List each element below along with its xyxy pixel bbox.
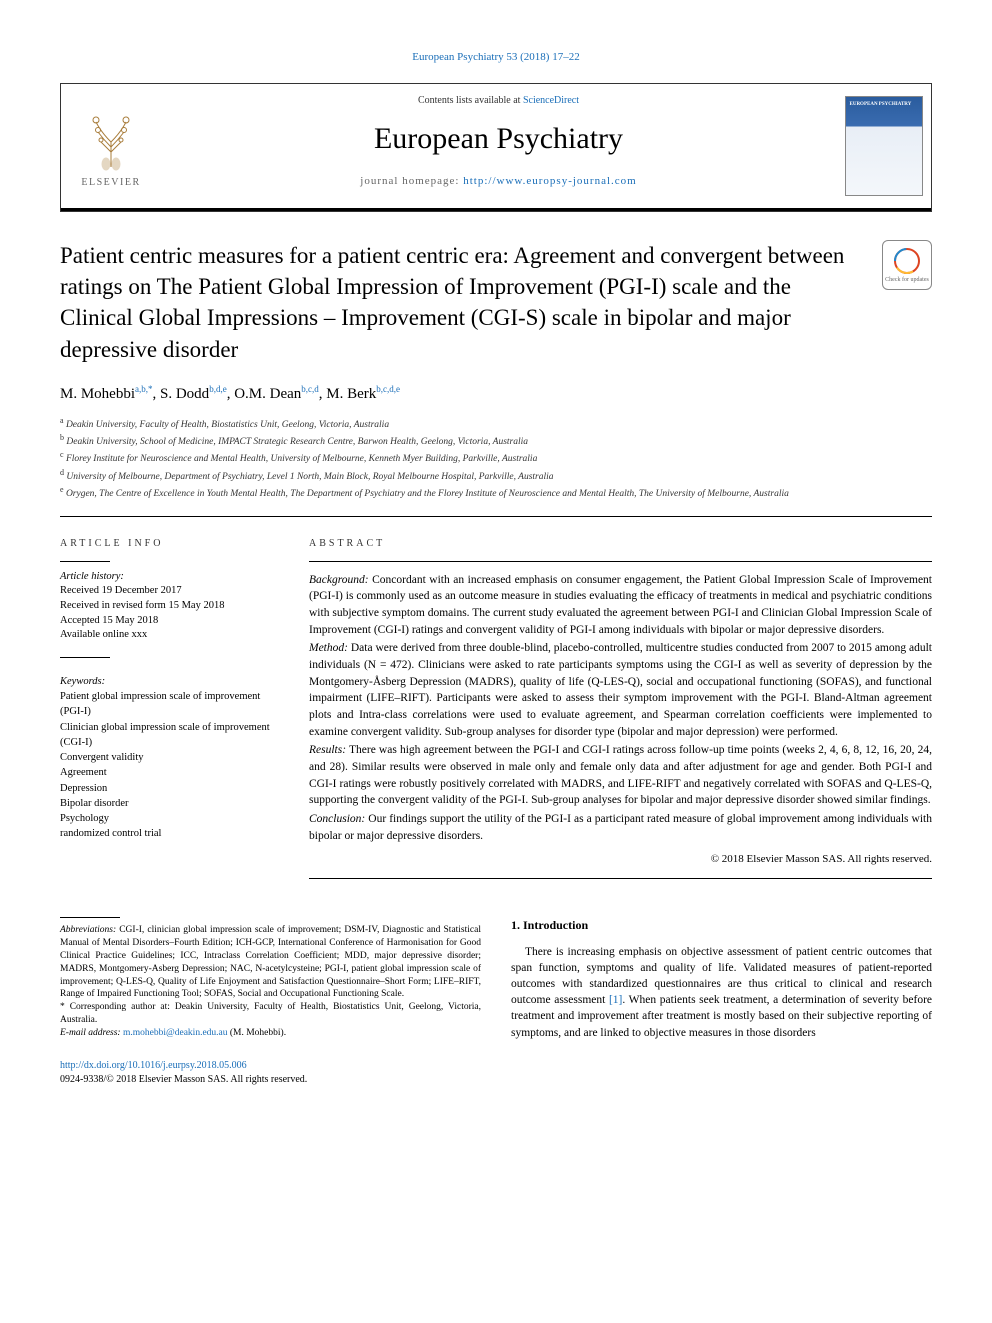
affiliation-a: Deakin University, Faculty of Health, Bi… — [66, 420, 389, 430]
footnotes: Abbreviations: CGI-I, clinician global i… — [60, 924, 481, 1039]
abbrev-text: CGI-I, clinician global impression scale… — [60, 925, 481, 999]
affiliation-d: University of Melbourne, Department of P… — [66, 472, 553, 482]
abstract-label: ABSTRACT — [309, 537, 932, 551]
affiliation-e: Orygen, The Centre of Excellence in Yout… — [66, 489, 789, 499]
keyword: Bipolar disorder — [60, 796, 275, 811]
homepage-prefix: journal homepage: — [360, 175, 463, 187]
corresponding-author: * Corresponding author at: Deakin Univer… — [60, 1001, 481, 1027]
section-title: Introduction — [520, 918, 588, 932]
journal-name: European Psychiatry — [161, 118, 836, 160]
author-4-affil: b,c,d,e — [376, 384, 400, 394]
abstract-method: Data were derived from three double-blin… — [309, 642, 932, 737]
author-3: O.M. Dean — [234, 386, 301, 402]
elsevier-tree-icon — [76, 102, 146, 172]
elsevier-logo: ELSEVIER — [61, 84, 161, 208]
crossmark-icon — [893, 247, 921, 275]
abstract-conclusion: Our findings support the utility of the … — [309, 813, 932, 842]
elsevier-label: ELSEVIER — [81, 176, 140, 190]
article-history: Article history: Received 19 December 20… — [60, 570, 275, 643]
revised-date: Received in revised form 15 May 2018 — [60, 599, 275, 614]
crossmark-badge[interactable]: Check for updates — [882, 240, 932, 290]
ref-link-1[interactable]: [1] — [609, 994, 622, 1006]
author-1: M. Mohebbi — [60, 386, 135, 402]
section-heading: 1. Introduction — [511, 917, 932, 934]
abstract-copyright: © 2018 Elsevier Masson SAS. All rights r… — [309, 852, 932, 868]
page-footer: http://dx.doi.org/10.1016/j.eurpsy.2018.… — [60, 1059, 932, 1087]
article-info-label: ARTICLE INFO — [60, 537, 275, 551]
abstract-background-head: Background: — [309, 574, 369, 586]
keyword: Patient global impression scale of impro… — [60, 689, 275, 719]
keyword: Agreement — [60, 765, 275, 780]
journal-homepage: journal homepage: http://www.europsy-jou… — [161, 174, 836, 189]
issn-copyright: 0924-9338/© 2018 Elsevier Masson SAS. Al… — [60, 1073, 932, 1087]
keyword: Clinician global impression scale of imp… — [60, 720, 275, 750]
abstract-method-head: Method: — [309, 642, 348, 654]
article-title: Patient centric measures for a patient c… — [60, 240, 862, 364]
journal-cover: EUROPEAN PSYCHIATRY — [836, 84, 931, 208]
intro-paragraph: There is increasing emphasis on objectiv… — [511, 944, 932, 1041]
history-head: Article history: — [60, 570, 275, 585]
author-list: M. Mohebbia,b,*, S. Doddb,d,e, O.M. Dean… — [60, 383, 932, 405]
sciencedirect-link[interactable]: ScienceDirect — [523, 95, 579, 106]
author-1-affil: a,b,* — [135, 384, 153, 394]
corresponding-email-link[interactable]: m.mohebbi@deakin.edu.au — [123, 1028, 228, 1038]
abstract-body: Background: Concordant with an increased… — [309, 572, 932, 869]
abstract-background: Concordant with an increased emphasis on… — [309, 574, 932, 636]
journal-header: ELSEVIER Contents lists available at Sci… — [60, 83, 932, 212]
citation: European Psychiatry 53 (2018) 17–22 — [60, 50, 932, 65]
author-2-affil: b,d,e — [209, 384, 227, 394]
cover-title: EUROPEAN PSYCHIATRY — [850, 101, 912, 108]
section-number: 1. — [511, 918, 520, 932]
keyword: Psychology — [60, 811, 275, 826]
accepted-date: Accepted 15 May 2018 — [60, 614, 275, 629]
online-date: Available online xxx — [60, 628, 275, 643]
abbrev-head: Abbreviations: — [60, 925, 116, 935]
contents-available: Contents lists available at ScienceDirec… — [161, 94, 836, 108]
author-3-affil: b,c,d — [301, 384, 319, 394]
keyword: Convergent validity — [60, 750, 275, 765]
author-2: S. Dodd — [160, 386, 209, 402]
abstract-conclusion-head: Conclusion: — [309, 813, 365, 825]
email-head: E-mail address: — [60, 1028, 121, 1038]
author-4: M. Berk — [326, 386, 376, 402]
doi-link[interactable]: http://dx.doi.org/10.1016/j.eurpsy.2018.… — [60, 1060, 247, 1071]
abstract-results-head: Results: — [309, 744, 346, 756]
crossmark-label: Check for updates — [885, 277, 929, 284]
affiliation-b: Deakin University, School of Medicine, I… — [66, 437, 528, 447]
affiliation-c: Florey Institute for Neuroscience and Me… — [66, 455, 537, 465]
email-who: (M. Mohebbi). — [228, 1028, 287, 1038]
homepage-link[interactable]: http://www.europsy-journal.com — [463, 175, 636, 187]
received-date: Received 19 December 2017 — [60, 584, 275, 599]
affiliations: a Deakin University, Faculty of Health, … — [60, 415, 932, 502]
abstract-results: There was high agreement between the PGI… — [309, 744, 932, 806]
keyword: Depression — [60, 781, 275, 796]
keywords-block: Keywords: Patient global impression scal… — [60, 674, 275, 841]
contents-prefix: Contents lists available at — [418, 95, 523, 106]
keywords-head: Keywords: — [60, 674, 275, 689]
keyword: randomized control trial — [60, 826, 275, 841]
